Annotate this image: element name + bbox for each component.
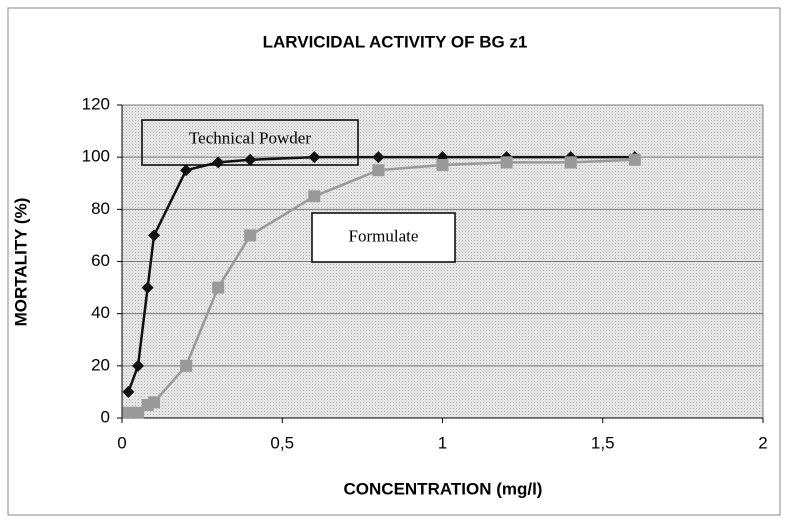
y-tick-label: 100 bbox=[82, 147, 110, 166]
marker bbox=[141, 281, 154, 294]
marker bbox=[148, 396, 161, 409]
marker bbox=[122, 406, 135, 419]
marker bbox=[500, 156, 513, 169]
marker bbox=[122, 385, 135, 398]
marker bbox=[180, 359, 193, 372]
marker bbox=[244, 153, 257, 166]
y-tick-label: 20 bbox=[91, 355, 110, 374]
x-tick-label: 2 bbox=[758, 433, 767, 452]
chart-title: LARVICIDAL ACTIVITY OF BG z1 bbox=[263, 32, 528, 51]
marker bbox=[148, 229, 161, 242]
marker bbox=[628, 153, 641, 166]
marker bbox=[180, 164, 193, 177]
y-axis-label: MORTALITY (%) bbox=[11, 198, 30, 327]
marker bbox=[372, 151, 385, 164]
marker bbox=[212, 281, 225, 294]
marker bbox=[132, 406, 145, 419]
y-tick-label: 60 bbox=[91, 251, 110, 270]
x-tick-label: 1,5 bbox=[591, 433, 615, 452]
annotation: Technical Powder bbox=[189, 128, 311, 147]
y-tick-label: 80 bbox=[91, 199, 110, 218]
x-tick-label: 0,5 bbox=[270, 433, 294, 452]
marker bbox=[564, 156, 577, 169]
marker bbox=[244, 229, 257, 242]
annotation-box bbox=[141, 119, 359, 166]
marker bbox=[436, 158, 449, 171]
annotation-box bbox=[311, 212, 456, 263]
y-tick-label: 0 bbox=[101, 407, 110, 426]
marker bbox=[132, 359, 145, 372]
x-axis-label: CONCENTRATION (mg/l) bbox=[344, 479, 543, 498]
y-tick-label: 120 bbox=[82, 94, 110, 113]
x-tick-label: 1 bbox=[438, 433, 447, 452]
x-tick-label: 0 bbox=[117, 433, 126, 452]
annotation: Formulate bbox=[349, 226, 419, 245]
marker bbox=[372, 164, 385, 177]
y-tick-label: 40 bbox=[91, 303, 110, 322]
marker bbox=[308, 151, 321, 164]
marker bbox=[308, 190, 321, 203]
